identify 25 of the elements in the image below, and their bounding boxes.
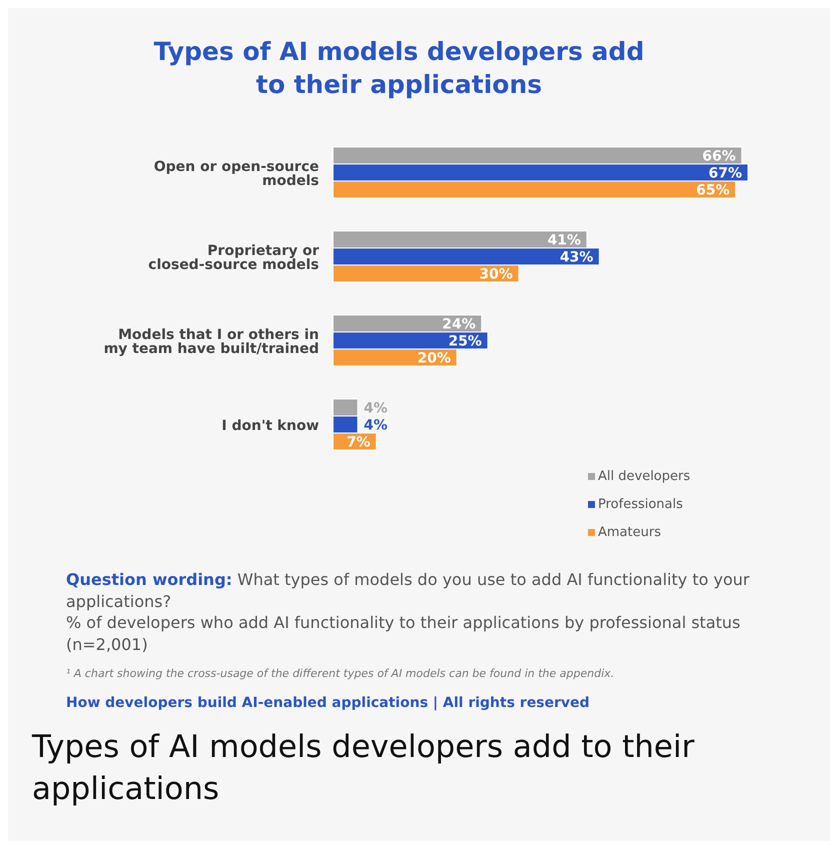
data-label: 20% (417, 350, 451, 366)
y-tick-label: Proprietary or closed-source models (148, 242, 320, 273)
text: ¹ A chart showing the cross-usage of the different types of AI models can be found in the appendix. (66, 667, 616, 682)
data-label: 41% (547, 232, 581, 248)
data-label: 25% (448, 333, 482, 350)
text: Types of AI models developers add to their applications (30, 728, 696, 809)
text: Question wording: What types of models do you use to add AI functionality to your applications? (66, 570, 750, 611)
data-label: 65% (696, 182, 730, 198)
legend-label: Amateurs (597, 525, 662, 540)
data-label: 4% (364, 400, 388, 416)
chart-title: Types of AI models developers add to their applications (152, 36, 646, 100)
data-label: 7% (346, 434, 370, 450)
data-label: 66% (702, 148, 736, 164)
data-label: 30% (479, 266, 513, 282)
y-tick-label: Open or open-source models (154, 158, 319, 189)
y-tick-label: I don't know (222, 418, 320, 434)
legend-label: Professionals (597, 497, 684, 512)
data-label: 67% (708, 165, 742, 182)
data-label: 4% (364, 417, 388, 434)
text: How developers build AI-enabled applications | All rights reserved (66, 694, 591, 714)
y-tick-label: Models that I or others in my team have built/trained (104, 326, 319, 357)
data-label: 43% (560, 249, 594, 266)
legend-label: All developers (597, 469, 692, 484)
text: % of developers who add AI functionality to their applications by professional status (n=2,001) (66, 612, 742, 656)
data-label: 24% (442, 316, 476, 332)
